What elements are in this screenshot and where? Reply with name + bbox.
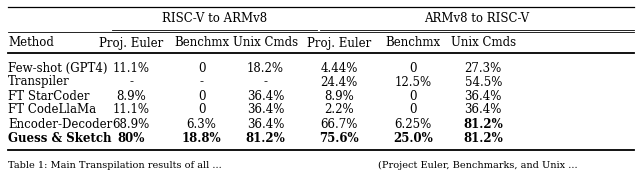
Text: Benchmx: Benchmx [174,36,229,49]
Text: 80%: 80% [118,132,145,145]
Text: Table 1: Main Transpilation results of all ...                                  : Table 1: Main Transpilation results of a… [8,160,578,170]
Text: 66.7%: 66.7% [321,117,358,130]
Text: 27.3%: 27.3% [465,62,502,75]
Text: 6.25%: 6.25% [394,117,431,130]
Text: 36.4%: 36.4% [247,103,284,116]
Text: 0: 0 [198,62,205,75]
Text: Transpiler: Transpiler [8,75,70,88]
Text: 11.1%: 11.1% [113,62,150,75]
Text: ɢᴜᴇss & sᴋᴇᴛᴄʜ: ɢᴜᴇss & sᴋᴇᴛᴄʜ [0,177,1,178]
Text: 6.3%: 6.3% [187,117,216,130]
Text: Benchmx: Benchmx [385,36,440,49]
Text: 18.2%: 18.2% [247,62,284,75]
Text: G: G [0,177,1,178]
Text: Proj. Euler: Proj. Euler [307,36,371,49]
Text: Few-shot (GPT4): Few-shot (GPT4) [8,62,108,75]
Text: 11.1%: 11.1% [113,103,150,116]
Text: Method: Method [8,36,54,49]
Text: -: - [129,75,133,88]
Text: 75.6%: 75.6% [319,132,359,145]
Text: FT StarCoder: FT StarCoder [8,90,90,103]
Text: 25.0%: 25.0% [393,132,433,145]
Text: 0: 0 [198,90,205,103]
Text: -: - [200,75,204,88]
Text: 12.5%: 12.5% [394,75,431,88]
Text: -: - [264,75,268,88]
Text: 0: 0 [198,103,205,116]
Text: 36.4%: 36.4% [247,90,284,103]
Text: 24.4%: 24.4% [321,75,358,88]
Text: 0: 0 [409,103,417,116]
Text: FT CodeLlaMa: FT CodeLlaMa [8,103,97,116]
Text: RISC-V to ARMv8: RISC-V to ARMv8 [162,12,267,25]
Text: 2.2%: 2.2% [324,103,354,116]
Text: 68.9%: 68.9% [113,117,150,130]
Text: 54.5%: 54.5% [465,75,502,88]
Text: 0: 0 [409,62,417,75]
Text: ARMv8 to RISC-V: ARMv8 to RISC-V [424,12,529,25]
Text: 0: 0 [409,90,417,103]
Text: Proj. Euler: Proj. Euler [99,36,163,49]
Text: Unix Cmds: Unix Cmds [233,36,298,49]
Text: 8.9%: 8.9% [116,90,146,103]
Text: Guess & Sketch: Guess & Sketch [8,132,112,145]
Text: 81.2%: 81.2% [246,132,285,145]
Text: 18.8%: 18.8% [182,132,221,145]
Text: 36.4%: 36.4% [465,103,502,116]
Text: 8.9%: 8.9% [324,90,354,103]
Text: 36.4%: 36.4% [247,117,284,130]
Text: Encoder-Decoder: Encoder-Decoder [8,117,113,130]
Text: 81.2%: 81.2% [463,132,503,145]
Text: Unix Cmds: Unix Cmds [451,36,516,49]
Text: 81.2%: 81.2% [463,117,503,130]
Text: 36.4%: 36.4% [465,90,502,103]
Text: 4.44%: 4.44% [321,62,358,75]
